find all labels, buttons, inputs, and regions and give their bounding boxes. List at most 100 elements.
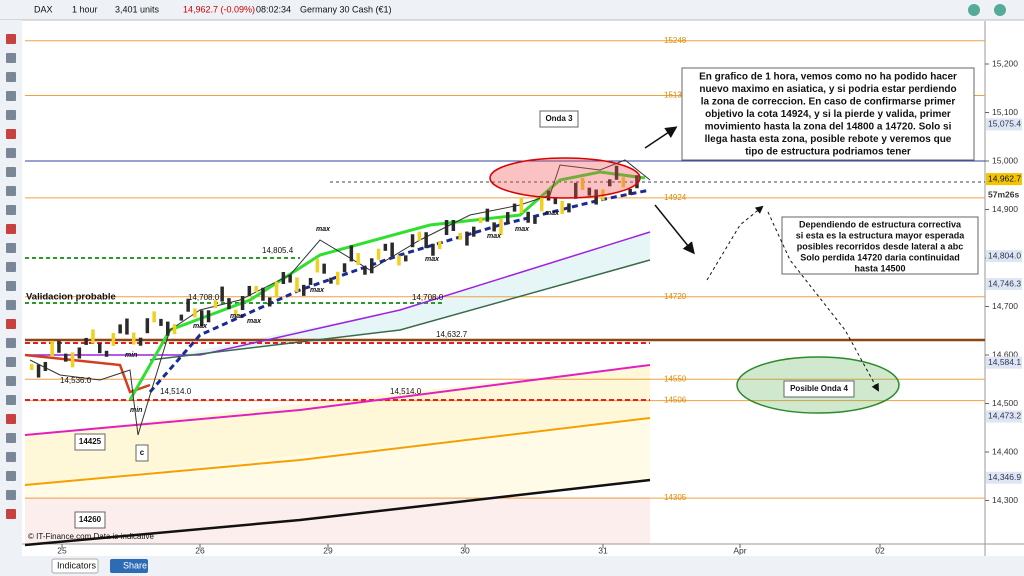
candle (526, 211, 530, 223)
tool-icon (6, 300, 16, 310)
candle (152, 311, 156, 323)
candle (308, 277, 313, 285)
indicators-button[interactable] (51, 558, 99, 574)
price-badge (986, 410, 1022, 423)
toolbar (0, 0, 1024, 20)
label: min (125, 352, 137, 359)
price-path (29, 159, 651, 436)
time: 08:02:34 (256, 4, 291, 14)
price-badge (986, 356, 1022, 369)
level-label: 15248 (664, 36, 687, 45)
max-label: max (515, 226, 530, 233)
label-box (783, 380, 855, 398)
candle (193, 308, 197, 318)
candle (30, 364, 34, 370)
candle (356, 253, 360, 266)
candle (370, 258, 374, 274)
tool-icon (6, 243, 16, 253)
candle (43, 361, 48, 371)
date-tick-label: Apr (733, 545, 746, 555)
tool-icon (6, 338, 16, 348)
candle (329, 277, 333, 284)
candle (574, 182, 578, 199)
candle (465, 231, 469, 246)
level-label: 14506 (664, 396, 687, 405)
candle (390, 242, 394, 257)
candle (179, 314, 184, 321)
icon[interactable] (968, 4, 980, 16)
price-tick-label: 14,600 (992, 349, 1018, 359)
units[interactable]: 3,401 units (115, 4, 160, 14)
ma-line (149, 259, 651, 361)
annotation-line: hasta 14500 (854, 263, 905, 273)
icon[interactable] (994, 4, 1006, 16)
tool-icon (6, 471, 16, 481)
date-tick-label: 02 (875, 545, 885, 555)
level-label: 14924 (664, 193, 687, 202)
price-badge (986, 118, 1022, 131)
price-badge (986, 250, 1022, 263)
label: 14,632.7 (436, 330, 468, 339)
share-button[interactable] (110, 559, 148, 573)
label-box (74, 511, 106, 529)
date-tick-label: 26 (195, 545, 205, 555)
candle (84, 337, 88, 345)
candle (594, 189, 598, 205)
candle (111, 332, 116, 346)
candle (424, 232, 428, 249)
candle (132, 332, 136, 345)
label: 14,708.0 (412, 293, 444, 302)
candle (444, 220, 449, 236)
label: c (140, 448, 145, 457)
candle (478, 217, 483, 224)
tool-icon (6, 395, 16, 405)
candle (186, 298, 190, 312)
candle (206, 310, 211, 323)
countdown-badge (986, 189, 1022, 201)
candle (608, 179, 612, 187)
ma-line (25, 231, 651, 356)
tool-icon (6, 433, 16, 443)
max-label: max (545, 210, 560, 217)
indicators[interactable]: Indicators (57, 560, 97, 570)
tool-icon (6, 34, 16, 44)
candle (220, 286, 224, 302)
candle (315, 258, 320, 273)
tool-icon (6, 224, 16, 234)
candle (77, 347, 82, 359)
interval[interactable]: 1 hour (72, 4, 98, 14)
annotation-line: posibles recorridos desde lateral a abc (797, 241, 964, 251)
tool-icon (6, 205, 16, 215)
tool-icon (6, 91, 16, 101)
tool-icon (6, 414, 16, 424)
annotation-line: movimiento hasta la zona del 14800 a 147… (705, 122, 952, 133)
label-box (74, 433, 106, 451)
candle (91, 329, 95, 344)
price-tick-label: 14,400 (992, 446, 1018, 456)
candle (254, 285, 258, 292)
share[interactable]: Share (123, 560, 147, 570)
candle (472, 226, 476, 237)
label: 14,514.0 (160, 387, 192, 396)
level-label: 15135 (664, 91, 687, 100)
tool-icon (6, 357, 16, 367)
symbol[interactable]: DAX (34, 4, 53, 14)
candle (138, 337, 143, 346)
candle (50, 340, 54, 357)
annotation-line: nuevo maximo en asiatica, y si podria es… (699, 84, 956, 95)
price-badge-label: 14,473.2 (988, 411, 1021, 421)
date-tick-label: 25 (57, 545, 67, 555)
candle (363, 266, 367, 275)
candle (628, 188, 632, 195)
max-label: max (487, 233, 502, 240)
price-tick-label: 14,700 (992, 301, 1018, 311)
price-badge-label: 14,804.0 (988, 250, 1021, 260)
label-box (135, 444, 149, 462)
candle (145, 318, 150, 334)
price-badge (986, 471, 1022, 484)
annotation-line: Solo perdida 14720 daria continuidad (800, 252, 960, 262)
candle (118, 324, 122, 334)
tool-icon (6, 186, 16, 196)
max-label: max (310, 287, 325, 294)
candle (166, 321, 170, 336)
